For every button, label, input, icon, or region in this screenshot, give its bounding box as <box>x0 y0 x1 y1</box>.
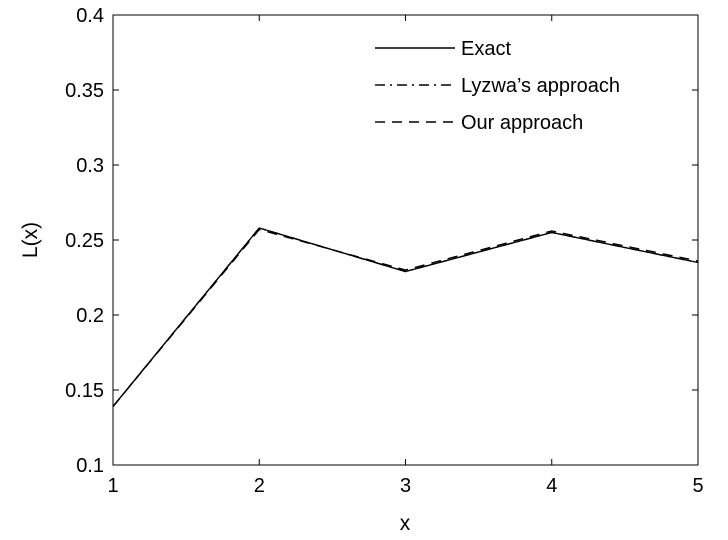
y-tick-label: 0.1 <box>76 455 104 477</box>
x-axis-label: x <box>400 512 411 535</box>
tick-labels: 1 2 3 4 5 0.1 0.15 0.2 0.25 0.3 0.35 0.4 <box>65 5 704 497</box>
y-tick-label: 0.15 <box>65 380 104 402</box>
y-tick-label: 0.4 <box>76 5 104 27</box>
x-tick-label: 4 <box>546 475 557 497</box>
series-lines <box>112 227 699 407</box>
x-tick-label: 1 <box>107 475 118 497</box>
y-tick-label: 0.3 <box>76 155 104 177</box>
y-tick-label: 0.25 <box>65 230 104 252</box>
y-axis-label: L(x) <box>19 222 42 258</box>
plot-area <box>112 14 699 466</box>
legend: Exact Lyzwa’s approach Our approach <box>375 38 620 134</box>
series-line-3 <box>112 228 699 407</box>
x-tick-label: 3 <box>400 475 411 497</box>
y-tick-label: 0.2 <box>76 305 104 327</box>
y-tick-label: 0.35 <box>65 80 104 102</box>
series-line-2 <box>112 227 699 407</box>
legend-label: Exact <box>461 38 511 60</box>
legend-label: Our approach <box>461 112 583 134</box>
legend-label: Lyzwa’s approach <box>461 75 620 97</box>
axis-ticks <box>112 14 699 466</box>
x-tick-label: 2 <box>254 475 265 497</box>
x-tick-label: 5 <box>692 475 703 497</box>
